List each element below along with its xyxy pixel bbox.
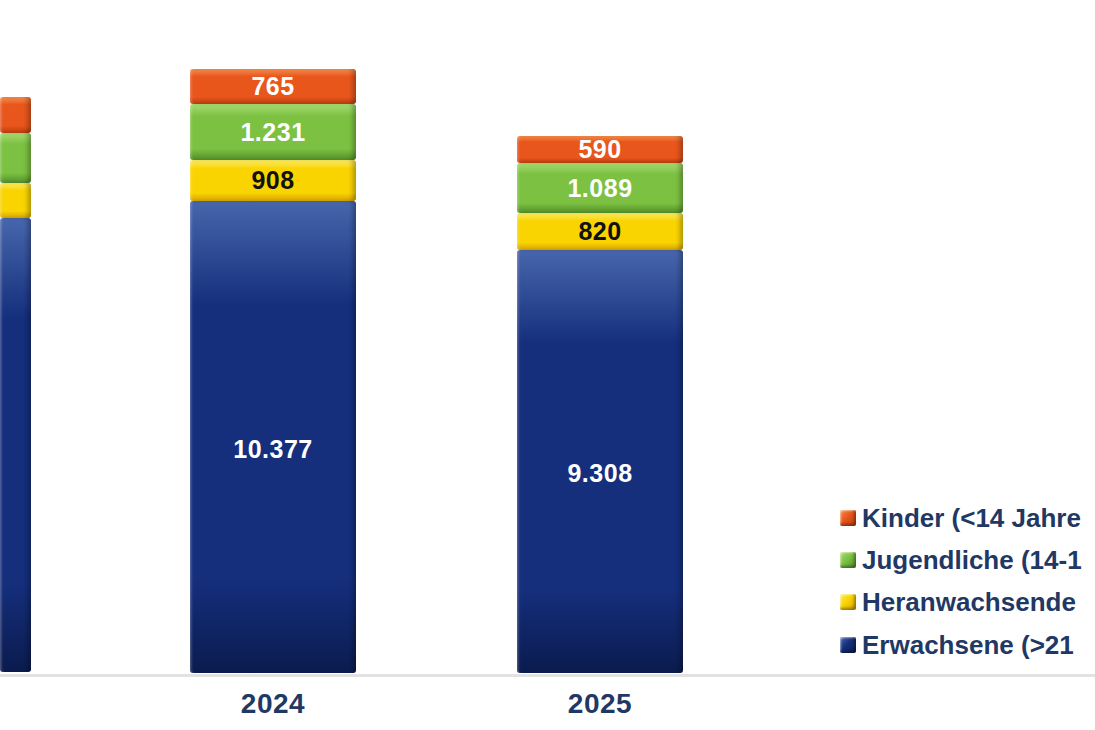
segment-value-label: 908 [251,168,294,193]
bar-segment-kinder-2024: 765 [190,69,356,104]
bar-2024: 765 1.231 908 10.377 [190,69,356,673]
legend-item-erwachsene: Erwachsene (>21 [840,630,1074,660]
bar-segment-heranwachsende-2025: 820 [517,213,683,250]
x-axis-line [0,674,1095,677]
bar-segment-kinder-2025: 590 [517,136,683,163]
bar-segment-jugendliche-clipped [0,133,31,183]
segment-value-label: 590 [578,137,621,162]
legend-item-heranwachsende: Heranwachsende [840,587,1076,617]
segment-value-label: 820 [578,219,621,244]
legend-marker-kinder-icon [840,510,856,526]
legend-label: Kinder (<14 Jahre [862,505,1081,531]
stacked-bar-chart: 765 1.231 908 10.377 2024 590 1.089 820 9.308 202… [0,0,1095,730]
legend-label: Jugendliche (14-1 [862,547,1082,573]
segment-value-label: 10.377 [233,437,312,462]
legend-marker-erwachsene-icon [840,637,856,653]
bar-segment-jugendliche-2025: 1.089 [517,163,683,213]
bar-segment-erwachsene-clipped [0,218,31,672]
legend-marker-heranwachsende-icon [840,594,856,610]
segment-value-label: 1.089 [567,176,632,201]
bar-clipped-left [0,97,31,672]
bar-segment-jugendliche-2024: 1.231 [190,104,356,160]
x-axis-label-2025: 2025 [520,688,680,720]
bar-segment-kinder-clipped [0,97,31,133]
legend-label: Heranwachsende [862,589,1076,615]
legend-item-jugendliche: Jugendliche (14-1 [840,545,1082,575]
segment-value-label: 765 [251,74,294,99]
legend-item-kinder: Kinder (<14 Jahre [840,503,1081,533]
legend-label: Erwachsene (>21 [862,632,1074,658]
bar-segment-erwachsene-2025: 9.308 [517,250,683,673]
segment-value-label: 9.308 [567,461,632,486]
bar-segment-erwachsene-2024: 10.377 [190,201,356,673]
segment-value-label: 1.231 [240,120,305,145]
bar-2025: 590 1.089 820 9.308 [517,136,683,673]
bar-segment-heranwachsende-2024: 908 [190,160,356,201]
legend-marker-jugendliche-icon [840,552,856,568]
bar-segment-heranwachsende-clipped [0,183,31,218]
x-axis-label-2024: 2024 [193,688,353,720]
